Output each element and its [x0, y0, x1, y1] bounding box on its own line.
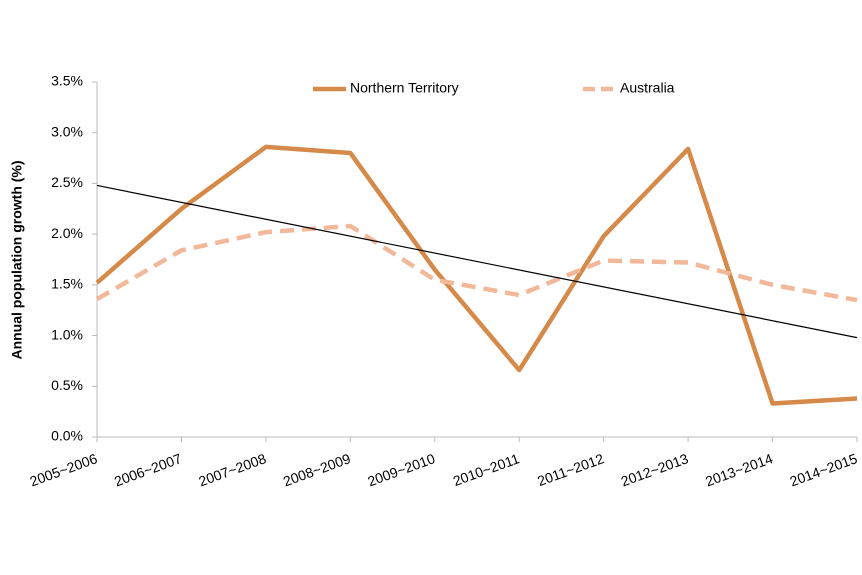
x-tick-label: 2007~2008	[196, 450, 268, 489]
y-tick-label: 2.0%	[51, 225, 83, 241]
y-tick-label: 3.5%	[51, 73, 83, 89]
trend-line	[96, 184, 858, 339]
x-tick-label: 2009~2010	[365, 450, 437, 489]
x-tick-label: 2008~2009	[281, 450, 353, 489]
series-line	[95, 223, 858, 303]
x-tick-label: 2005~2006	[28, 450, 100, 489]
y-tick-label: 3.0%	[51, 123, 83, 139]
y-tick-label: 1.0%	[51, 326, 83, 342]
x-tick-label: 2013~2014	[703, 450, 775, 489]
x-tick-label: 2006~2007	[112, 450, 184, 489]
legend-label: Northern Territory	[350, 80, 459, 96]
y-axis-label: Annual population growth (%)	[9, 160, 25, 359]
x-tick-label: 2011~2012	[535, 450, 606, 489]
series-line	[95, 144, 858, 406]
y-tick-label: 2.5%	[51, 174, 83, 190]
x-tick-label: 2012~2013	[619, 450, 691, 489]
x-tick-label: 2014~2015	[788, 450, 860, 489]
y-tick-label: 0.5%	[51, 377, 83, 393]
x-tick-label: 2010~2011	[451, 450, 522, 489]
y-tick-label: 1.5%	[51, 276, 83, 292]
legend-label: Australia	[620, 80, 675, 96]
y-tick-label: 0.0%	[51, 428, 83, 444]
